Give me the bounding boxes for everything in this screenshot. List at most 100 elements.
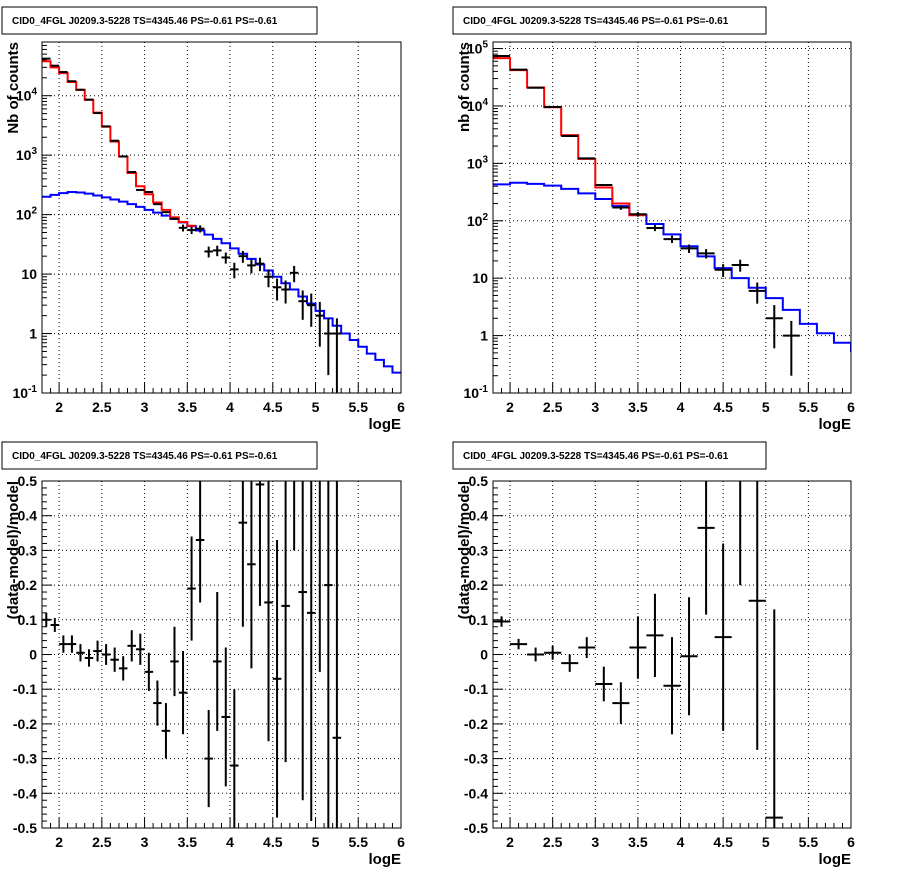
y-axis-title: Nb of counts bbox=[5, 42, 22, 134]
x-tick-label: 5 bbox=[312, 834, 320, 850]
x-tick-label: 4.5 bbox=[263, 834, 283, 850]
data-point bbox=[561, 654, 579, 672]
data-point bbox=[187, 226, 196, 235]
data-point bbox=[680, 597, 698, 716]
y-tick-label: 0.2 bbox=[18, 577, 38, 593]
data-point bbox=[127, 630, 137, 662]
data-point bbox=[255, 481, 265, 606]
x-tick-label: 2.5 bbox=[543, 834, 563, 850]
data-point bbox=[332, 318, 342, 393]
data-point bbox=[238, 250, 248, 263]
data-point bbox=[646, 225, 664, 232]
x-axis-title: logE bbox=[819, 416, 852, 433]
data-point bbox=[697, 249, 715, 259]
y-tick-label: -0.3 bbox=[13, 751, 37, 767]
plot-area bbox=[42, 481, 342, 828]
plot-frame bbox=[41, 41, 402, 394]
y-tick-label: -0.3 bbox=[464, 751, 488, 767]
data-point bbox=[76, 644, 85, 662]
y-tick-label: 102 bbox=[467, 212, 489, 229]
data-point bbox=[50, 618, 60, 632]
y-tick-label: 10-1 bbox=[13, 384, 38, 401]
chart-title: CID0_4FGL J0209.3-5228 TS=4345.46 PS=-0.… bbox=[12, 451, 278, 462]
chart-title: CID0_4FGL J0209.3-5228 TS=4345.46 PS=-0.… bbox=[12, 16, 278, 27]
x-tick-label: 5.5 bbox=[799, 834, 819, 850]
y-tick-label: -0.2 bbox=[464, 716, 488, 732]
x-tick-label: 3 bbox=[591, 834, 599, 850]
x-tick-label: 3 bbox=[141, 399, 149, 415]
x-tick-label: 6 bbox=[847, 834, 855, 850]
model-component-line bbox=[493, 181, 851, 352]
x-axis-title: logE bbox=[369, 851, 402, 868]
x-tick-label: 6 bbox=[397, 834, 405, 850]
x-tick-labels: 2 2.5 3 3.5 4 4.5 5 5.5 6 bbox=[506, 834, 855, 850]
plot-frame bbox=[492, 480, 852, 829]
title-box: CID0_4FGL J0209.3-5228 TS=4345.46 PS=-0.… bbox=[1, 441, 318, 470]
y-tick-label: -0.1 bbox=[464, 681, 488, 697]
data-point bbox=[612, 682, 630, 724]
y-tick-label: 102 bbox=[16, 206, 38, 223]
x-tick-label: 2 bbox=[55, 834, 63, 850]
data-point bbox=[178, 224, 188, 232]
data-point bbox=[332, 481, 342, 828]
y-tick-label: 10-1 bbox=[464, 384, 489, 401]
y-tick-label: 0.1 bbox=[469, 612, 489, 628]
data-point bbox=[238, 481, 248, 627]
data-point bbox=[612, 205, 630, 210]
x-tick-label: 2.5 bbox=[543, 399, 563, 415]
data-point bbox=[493, 616, 511, 627]
data-point bbox=[101, 644, 111, 665]
y-tick-labels: 10-1 1 10 102 103 104 105 bbox=[464, 40, 489, 401]
data-point bbox=[204, 246, 213, 258]
y-axis-title: (data-model)/model bbox=[456, 481, 473, 619]
data-point bbox=[765, 305, 783, 349]
data-point bbox=[298, 481, 307, 801]
y-axis-title: (data-model)/model bbox=[5, 481, 22, 619]
y-tick-label: 0.4 bbox=[18, 508, 38, 524]
plot-frame bbox=[492, 41, 852, 394]
y-tick-labels: -0.5 -0.4 -0.3 -0.2 -0.1 0 0.1 0.2 0.3 0.4 0.5 bbox=[464, 473, 488, 836]
data-point bbox=[714, 264, 732, 277]
data-point bbox=[281, 280, 290, 304]
title-box: CID0_4FGL J0209.3-5228 TS=4345.46 PS=-0.… bbox=[452, 441, 767, 470]
data-point bbox=[110, 647, 119, 672]
y-tick-label: 0.4 bbox=[469, 508, 489, 524]
x-axis-title: logE bbox=[819, 851, 852, 868]
panel-top-left-counts: CID0_4FGL J0209.3-5228 TS=4345.46 PS=-0.… bbox=[1, 6, 405, 433]
y-tick-label: 0 bbox=[29, 647, 37, 663]
x-tick-label: 3.5 bbox=[178, 399, 198, 415]
data-point bbox=[765, 609, 783, 828]
x-tick-label: 4 bbox=[677, 399, 685, 415]
data-point bbox=[170, 626, 179, 697]
data-point bbox=[315, 301, 325, 347]
data-point bbox=[510, 638, 528, 650]
data-point bbox=[544, 645, 562, 660]
x-tick-label: 5.5 bbox=[349, 834, 369, 850]
x-tick-labels: 2 2.5 3 3.5 4 4.5 5 5.5 6 bbox=[506, 399, 855, 415]
y-tick-label: 103 bbox=[16, 146, 38, 163]
grid bbox=[42, 42, 401, 393]
data-point bbox=[527, 647, 545, 662]
data-point bbox=[663, 235, 681, 244]
x-tick-label: 5.5 bbox=[799, 399, 819, 415]
y-tick-label: 10 bbox=[472, 270, 488, 286]
chart-title: CID0_4FGL J0209.3-5228 TS=4345.46 PS=-0.… bbox=[463, 16, 729, 27]
x-axis-title: logE bbox=[369, 416, 402, 433]
data-point bbox=[230, 689, 239, 828]
y-tick-label: 0.1 bbox=[18, 612, 38, 628]
data-point bbox=[178, 651, 188, 735]
data-point bbox=[187, 536, 196, 641]
data-point bbox=[306, 293, 316, 327]
panel-top-right-counts: CID0_4FGL J0209.3-5228 TS=4345.46 PS=-0.… bbox=[452, 6, 855, 433]
data-point bbox=[212, 592, 222, 731]
data-point bbox=[289, 265, 299, 283]
data-point bbox=[161, 703, 171, 759]
data-point bbox=[663, 637, 681, 735]
data-point bbox=[298, 290, 307, 320]
x-tick-label: 3.5 bbox=[628, 399, 648, 415]
x-tick-label: 5.5 bbox=[349, 399, 369, 415]
x-tick-label: 3 bbox=[141, 834, 149, 850]
data-point bbox=[264, 481, 273, 742]
y-tick-label: -0.4 bbox=[464, 785, 488, 801]
